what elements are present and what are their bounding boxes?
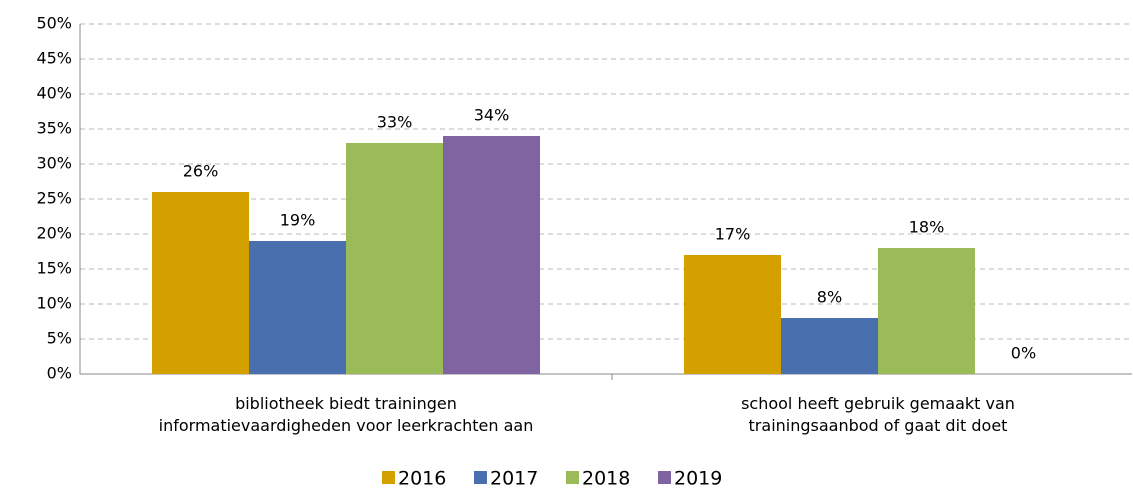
y-tick-label: 5% <box>47 329 72 348</box>
y-tick-label: 40% <box>36 84 72 103</box>
legend-label: 2018 <box>582 468 630 488</box>
y-tick-label: 45% <box>36 49 72 68</box>
value-label: 19% <box>280 211 316 230</box>
y-tick-label: 35% <box>36 119 72 138</box>
value-label: 0% <box>1011 344 1036 363</box>
bar <box>346 143 443 374</box>
legend-label: 2019 <box>674 468 722 488</box>
y-tick-label: 15% <box>36 259 72 278</box>
legend-swatch <box>382 471 395 484</box>
legend-label: 2017 <box>490 468 538 488</box>
value-label: 33% <box>377 113 413 132</box>
value-label: 8% <box>817 288 842 307</box>
y-tick-label: 0% <box>47 364 72 383</box>
bar <box>152 192 249 374</box>
bar <box>878 248 975 374</box>
legend-swatch <box>658 471 671 484</box>
bar <box>684 255 781 374</box>
value-label: 34% <box>474 106 510 125</box>
legend-swatch <box>566 471 579 484</box>
x-tick-label: school heeft gebruik gemaakt van training… <box>741 394 1015 435</box>
legend-swatch <box>474 471 487 484</box>
value-label: 26% <box>183 162 219 181</box>
x-tick-label: bibliotheek biedt trainingen informatieva… <box>159 394 534 435</box>
y-tick-label: 50% <box>36 14 72 33</box>
value-label: 17% <box>715 225 751 244</box>
bar <box>443 136 540 374</box>
y-tick-label: 20% <box>36 224 72 243</box>
value-label: 18% <box>909 218 945 237</box>
y-tick-label: 10% <box>36 294 72 313</box>
y-tick-label: 25% <box>36 189 72 208</box>
y-tick-label: 30% <box>36 154 72 173</box>
legend-label: 2016 <box>398 468 446 488</box>
bar <box>249 241 346 374</box>
bar <box>781 318 878 374</box>
